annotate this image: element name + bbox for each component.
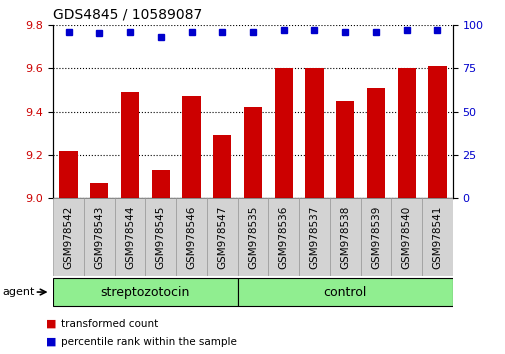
Bar [390,198,421,276]
Bar [145,198,176,276]
Text: GSM978542: GSM978542 [64,205,73,269]
Text: GSM978537: GSM978537 [309,205,319,269]
Bar [397,68,415,198]
Text: GSM978536: GSM978536 [278,205,288,269]
Text: ■: ■ [45,337,56,347]
Text: streptozotocin: streptozotocin [100,286,190,298]
Bar [182,96,200,198]
Text: GSM978545: GSM978545 [156,205,166,269]
Text: control: control [323,286,366,298]
Bar [360,198,390,276]
Text: ■: ■ [45,319,56,329]
Bar [237,278,452,306]
Bar [115,198,145,276]
Bar [298,198,329,276]
Text: GSM978544: GSM978544 [125,205,135,269]
Bar [207,198,237,276]
Bar [151,170,170,198]
Text: transformed count: transformed count [61,319,158,329]
Text: percentile rank within the sample: percentile rank within the sample [61,337,236,347]
Bar [305,68,323,198]
Text: GSM978546: GSM978546 [186,205,196,269]
Text: GSM978539: GSM978539 [370,205,380,269]
Bar [366,88,384,198]
Bar [90,183,108,198]
Bar [53,198,84,276]
Bar [121,92,139,198]
Bar [274,68,292,198]
Text: GSM978547: GSM978547 [217,205,227,269]
Bar [335,101,354,198]
Text: GDS4845 / 10589087: GDS4845 / 10589087 [53,7,202,21]
Bar [59,150,78,198]
Bar [84,198,115,276]
Text: GSM978543: GSM978543 [94,205,104,269]
Bar [243,107,262,198]
Bar [213,135,231,198]
Text: GSM978541: GSM978541 [432,205,441,269]
Bar [268,198,298,276]
Bar [427,66,446,198]
Text: GSM978538: GSM978538 [339,205,349,269]
Bar [176,198,207,276]
Bar [421,198,452,276]
Text: GSM978535: GSM978535 [247,205,258,269]
Text: agent: agent [3,287,35,297]
Bar [237,198,268,276]
Text: GSM978540: GSM978540 [401,206,411,269]
Bar [329,198,360,276]
Bar [53,278,237,306]
